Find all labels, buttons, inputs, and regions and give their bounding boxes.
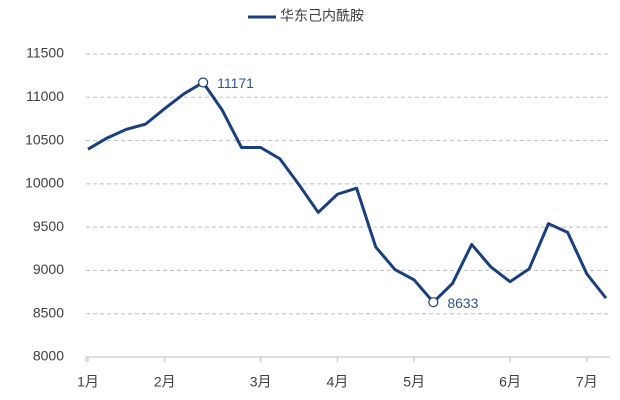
annotation-label: 11171: [217, 75, 254, 91]
x-tick-label: 4月: [327, 374, 349, 390]
y-tick-label: 8500: [33, 304, 64, 320]
line: [87, 80, 608, 304]
x-tick-label: 2月: [154, 374, 176, 390]
y-tick-label: 9000: [33, 261, 64, 277]
annotation-marker: [428, 297, 439, 308]
annotation-marker: [198, 77, 209, 88]
x-tick-label: 5月: [403, 374, 425, 390]
y-tick-label: 11000: [26, 88, 64, 104]
x-tick-label: 1月: [77, 374, 99, 390]
x-tick-label: 6月: [499, 374, 521, 390]
annotation-label: 8633: [447, 295, 478, 311]
legend-label: 华东己内酰胺: [280, 8, 364, 24]
x-tick-label: 7月: [576, 374, 598, 390]
y-tick-label: 9500: [33, 218, 64, 234]
y-tick-label: 10500: [25, 131, 64, 147]
y-tick-label: 11500: [26, 45, 64, 61]
x-tick-label: 3月: [250, 374, 272, 390]
y-tick-label: 10000: [25, 175, 64, 191]
y-tick-label: 8000: [33, 348, 64, 364]
